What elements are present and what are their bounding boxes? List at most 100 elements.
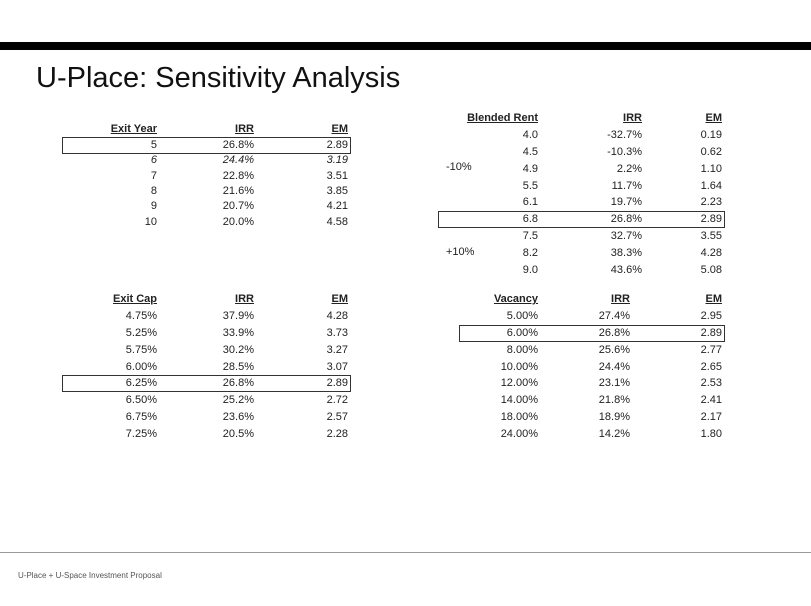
cell: 7: [150, 169, 157, 182]
column-header: EM: [705, 293, 723, 305]
cell: 24.4%: [222, 154, 254, 167]
cell: 14.00%: [500, 394, 538, 407]
cell: 5.08: [700, 263, 722, 276]
cell: 20.0%: [222, 215, 254, 228]
cell: 23.6%: [222, 411, 254, 424]
cell: 20.7%: [222, 200, 254, 213]
cell: 3.85: [326, 184, 348, 197]
cell: 20.5%: [222, 427, 254, 440]
cell: 10: [144, 215, 157, 228]
cell: 5.75%: [125, 343, 157, 356]
cell: 8.2: [522, 246, 538, 259]
cell: 2.89: [326, 377, 348, 390]
cell: 32.7%: [610, 230, 642, 243]
cell: 5.00%: [506, 310, 538, 322]
cell: 4.9: [522, 162, 538, 175]
cell: 21.6%: [222, 184, 254, 197]
column-header: IRR: [235, 123, 254, 135]
cell: 2.72: [326, 394, 348, 407]
cell: 2.89: [700, 213, 722, 226]
cell: 6.1: [522, 196, 538, 209]
highlight-box: [438, 211, 725, 229]
top-bar: [0, 42, 811, 50]
cell: 11.7%: [611, 179, 642, 192]
column-header: Blended Rent: [467, 112, 538, 124]
annotation: +10%: [446, 246, 475, 258]
cell: 26.8%: [610, 213, 642, 226]
cell: 6.75%: [125, 411, 157, 424]
cell: 3.51: [326, 169, 348, 182]
cell: 2.57: [326, 411, 348, 424]
cell: 2.28: [326, 427, 348, 440]
column-header: IRR: [623, 112, 642, 124]
highlight-box: [62, 137, 351, 154]
column-header: EM: [705, 112, 723, 124]
cell: 26.8%: [598, 326, 630, 339]
cell: 12.00%: [500, 377, 538, 390]
column-header: Exit Year: [110, 123, 157, 135]
cell: 2.17: [700, 411, 722, 424]
cell: 6.00%: [506, 326, 538, 339]
cell: 37.9%: [222, 310, 254, 322]
footer-text: U-Place + U-Space Investment Proposal: [18, 571, 162, 580]
column-header: EM: [331, 293, 349, 305]
cell: 3.55: [700, 230, 722, 243]
cell: 1.10: [700, 162, 722, 175]
cell: 18.00%: [500, 411, 538, 424]
cell: 2.77: [700, 343, 722, 356]
cell: -32.7%: [607, 129, 642, 141]
cell: 2.53: [700, 377, 722, 390]
cell: 26.8%: [222, 377, 254, 390]
cell: 4.28: [326, 310, 348, 322]
cell: 4.0: [522, 129, 538, 141]
cell: 9.0: [522, 263, 538, 276]
cell: 6.25%: [125, 377, 157, 390]
cell: 7.25%: [125, 427, 157, 440]
highlight-box: [62, 375, 351, 393]
cell: 27.4%: [598, 310, 630, 322]
cell: 2.89: [700, 326, 722, 339]
cell: 2.23: [700, 196, 722, 209]
cell: 4.58: [326, 215, 348, 228]
cell: 6.8: [522, 213, 538, 226]
cell: 19.7%: [610, 196, 642, 209]
cell: 22.8%: [222, 169, 254, 182]
cell: 25.2%: [222, 394, 254, 407]
cell: 1.80: [700, 427, 722, 440]
cell: 5: [150, 139, 157, 151]
cell: 0.19: [700, 129, 722, 141]
column-header: Vacancy: [493, 293, 538, 305]
cell: 25.6%: [598, 343, 630, 356]
cell: 6: [150, 154, 157, 167]
cell: 3.73: [326, 326, 348, 339]
slide-title: U-Place: Sensitivity Analysis: [36, 62, 401, 94]
cell: 6.50%: [125, 394, 157, 407]
cell: 4.28: [700, 246, 722, 259]
cell: 24.4%: [598, 360, 630, 373]
cell: 6.00%: [125, 360, 157, 373]
cell: 0.62: [700, 145, 722, 158]
cell: 18.9%: [598, 411, 630, 424]
cell: 21.8%: [598, 394, 630, 407]
cell: -10.3%: [607, 145, 642, 158]
cell: 7.5: [522, 230, 538, 243]
cell: 28.5%: [222, 360, 254, 373]
column-header: IRR: [235, 293, 254, 305]
cell: 8.00%: [506, 343, 538, 356]
cell: 3.19: [326, 154, 348, 167]
cell: 5.5: [522, 179, 538, 192]
annotation: -10%: [446, 161, 472, 173]
cell: 2.65: [700, 360, 722, 373]
column-header: IRR: [611, 293, 630, 305]
cell: 3.27: [326, 343, 348, 356]
cell: 2.2%: [616, 162, 642, 175]
column-header: Exit Cap: [112, 293, 157, 305]
cell: 4.21: [326, 200, 348, 213]
cell: 1.64: [700, 179, 722, 192]
cell: 3.07: [326, 360, 348, 373]
cell: 4.5: [522, 145, 538, 158]
cell: 5.25%: [125, 326, 157, 339]
cell: 2.95: [700, 310, 722, 322]
cell: 43.6%: [610, 263, 642, 276]
cell: 2.41: [700, 394, 722, 407]
